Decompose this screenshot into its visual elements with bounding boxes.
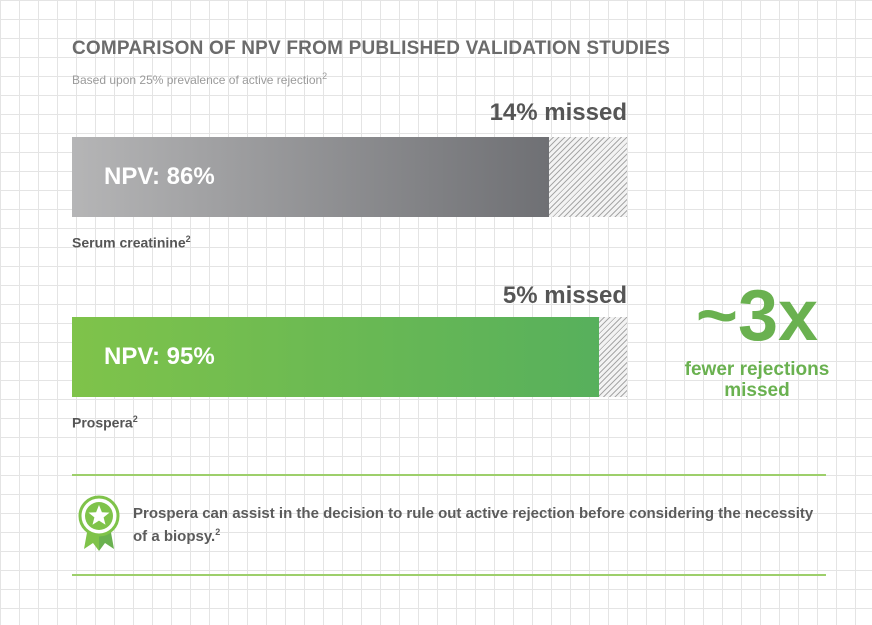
conclusion-text: Prospera can assist in the decision to r… (133, 502, 823, 549)
subtitle-text: Based upon 25% prevalence of active reje… (72, 73, 323, 87)
serum-creatinine-category: Serum creatinine (72, 234, 186, 251)
prospera-category: Prospera (72, 414, 133, 431)
bottom-divider (72, 574, 826, 576)
conclusion-body: Prospera can assist in the decision to r… (133, 505, 814, 546)
conclusion-reference: 2 (215, 527, 221, 538)
serum-creatinine-npv-label: NPV: 86% (104, 163, 215, 190)
chart-subtitle: Based upon 25% prevalence of active reje… (72, 71, 327, 87)
serum-creatinine-reference: 2 (185, 234, 191, 244)
prospera-reference: 2 (132, 414, 138, 424)
award-ribbon-star-icon (78, 495, 120, 551)
chart-title: COMPARISON OF NPV FROM PUBLISHED VALIDAT… (72, 38, 671, 59)
top-divider (72, 474, 826, 476)
prospera-npv-label: NPV: 95% (104, 343, 215, 370)
subtitle-reference: 2 (322, 71, 328, 81)
prospera-npv-fill: NPV: 95% (72, 317, 600, 397)
serum-creatinine-label: Serum creatinine2 (72, 234, 191, 251)
callout-multiplier: ~3x (695, 276, 819, 356)
callout-subtext: fewer rejections missed (684, 359, 830, 401)
prospera-missed-label: 5% missed (502, 282, 627, 309)
serum-creatinine-missed-label: 14% missed (489, 99, 627, 126)
serum-creatinine-bar: NPV: 86% (72, 137, 627, 217)
prospera-bar: NPV: 95% (72, 317, 627, 397)
prospera-label: Prospera2 (72, 414, 138, 431)
serum-creatinine-npv-fill: NPV: 86% (72, 137, 550, 217)
